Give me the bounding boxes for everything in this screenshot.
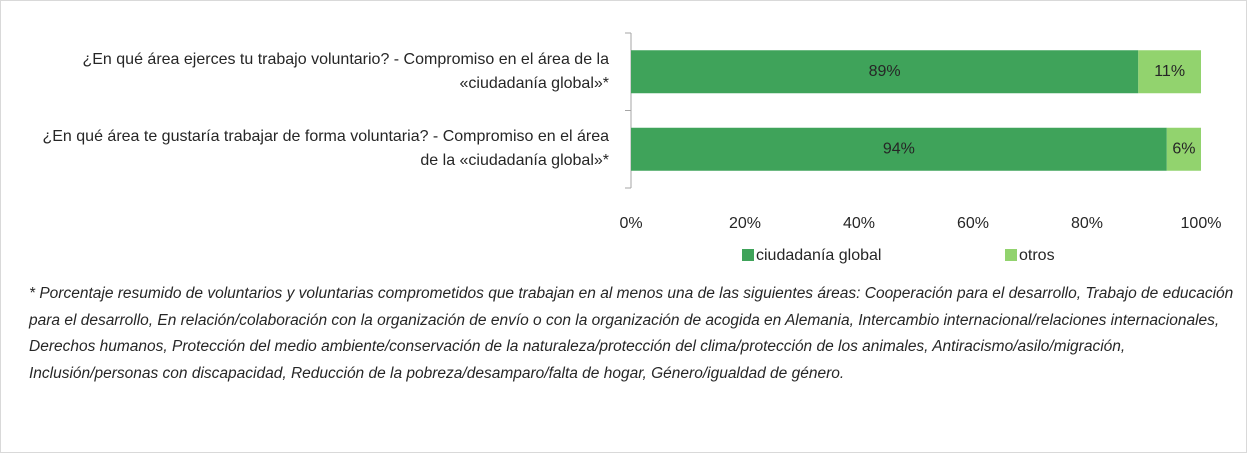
bar-segment: [1138, 50, 1201, 94]
y-tick-label: ¿En qué área te gustaría trabajar de for…: [42, 128, 609, 170]
x-tick-label: 80%: [1071, 215, 1103, 232]
chart: 0% 20% 40% 60% 80% 100% 89% 11% 94% 6% ciudadanía …: [619, 32, 1222, 264]
footnote: * Porcentaje resumido de voluntarios y v…: [29, 285, 1234, 382]
x-tick-label: 100%: [1181, 215, 1222, 232]
legend-label: otros: [1019, 247, 1055, 264]
legend-swatch: [1005, 249, 1017, 261]
y-tick-label: ¿En qué área ejerces tu trabajo voluntar…: [82, 50, 609, 92]
x-tick-label: 0%: [619, 215, 642, 232]
legend-swatch: [742, 249, 754, 261]
bar-segment: [631, 50, 1139, 94]
data-label: 94%: [883, 140, 915, 157]
bar-segment: [1166, 127, 1201, 171]
bar-segment: [631, 127, 1167, 171]
data-label: 6%: [1172, 140, 1195, 157]
x-tick-label: 20%: [729, 215, 761, 232]
legend-label: ciudadanía global: [756, 247, 881, 264]
data-label: 89%: [869, 63, 901, 80]
x-tick-label: 60%: [957, 215, 989, 232]
x-tick-label: 40%: [843, 215, 875, 232]
data-label: 11%: [1154, 63, 1185, 80]
